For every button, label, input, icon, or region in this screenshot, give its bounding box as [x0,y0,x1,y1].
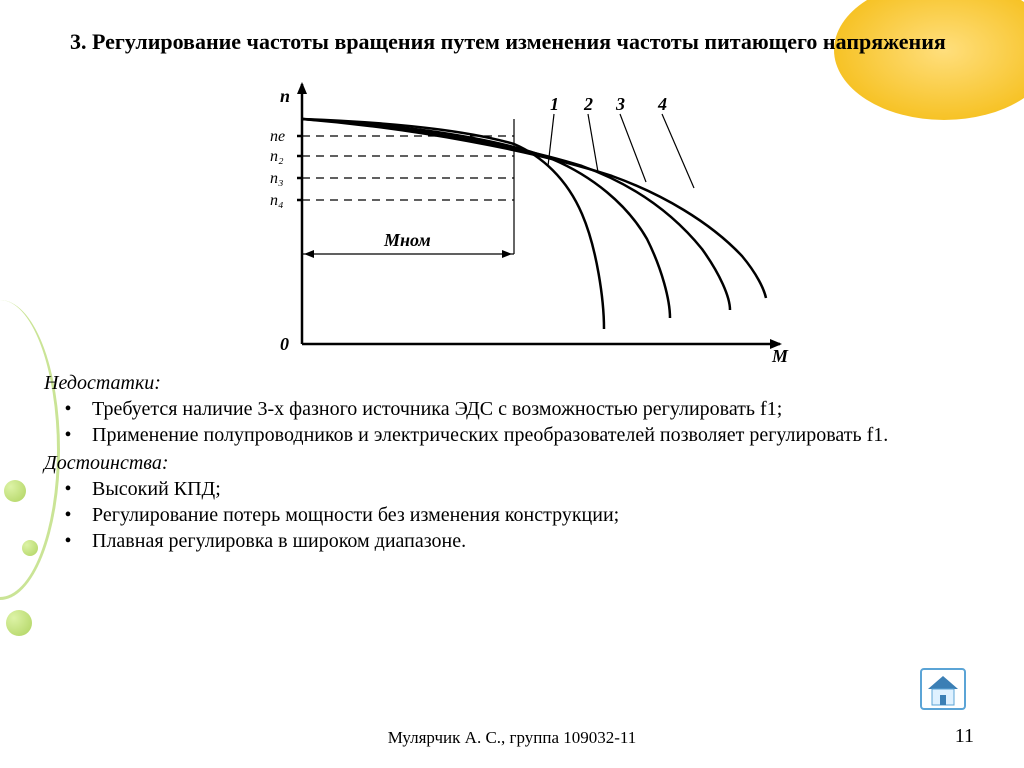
bullet-icon: • [44,476,92,502]
list-item: •Регулирование потерь мощности без измен… [44,502,980,528]
svg-text:4: 4 [657,94,667,114]
bullet-icon: • [44,502,92,528]
disadvantages-label: Недостатки: [44,370,980,396]
bullet-icon: • [44,396,92,422]
svg-text:n₃: n₃ [270,170,284,187]
home-icon [918,666,968,712]
svg-text:nе: nе [270,128,285,145]
disadvantages-list: •Требуется наличие 3-х фазного источника… [44,396,980,448]
chart-container: n M 0 nе n₂ n₃ n₄ Мном 1 2 3 4 [232,64,792,364]
svg-text:1: 1 [550,94,559,114]
list-item: •Требуется наличие 3-х фазного источника… [44,396,980,422]
svg-text:M: M [771,346,789,364]
home-button[interactable] [918,666,968,712]
footer-author: Мулярчик А. С., группа 109032-11 [0,728,1024,748]
text-block: Недостатки: •Требуется наличие 3-х фазно… [40,370,984,554]
frequency-speed-chart: n M 0 nе n₂ n₃ n₄ Мном 1 2 3 4 [232,64,792,364]
bullet-icon: • [44,422,92,448]
svg-text:n₄: n₄ [270,192,284,209]
svg-text:3: 3 [615,94,625,114]
bullet-icon: • [44,528,92,554]
list-item-text: Требуется наличие 3-х фазного источника … [92,396,782,422]
list-item-text: Высокий КПД; [92,476,221,502]
list-item: •Высокий КПД; [44,476,980,502]
svg-text:2: 2 [583,94,593,114]
svg-text:n₂: n₂ [270,148,284,165]
list-item: •Плавная регулировка в широком диапазоне… [44,528,980,554]
list-item: •Применение полупроводников и электричес… [44,422,980,448]
list-item-text: Регулирование потерь мощности без измене… [92,502,619,528]
page-number: 11 [955,725,974,748]
list-item-text: Плавная регулировка в широком диапазоне. [92,528,466,554]
decoration-bubble [6,610,32,636]
list-item-text: Применение полупроводников и электрическ… [92,422,888,448]
svg-text:n: n [280,86,290,106]
svg-text:Мном: Мном [383,230,431,250]
slide-title: 3. Регулирование частоты вращения путем … [70,28,984,56]
advantages-list: •Высокий КПД;•Регулирование потерь мощно… [44,476,980,554]
advantages-label: Достоинства: [44,450,980,476]
slide-content: 3. Регулирование частоты вращения путем … [0,0,1024,554]
svg-text:0: 0 [280,334,289,354]
